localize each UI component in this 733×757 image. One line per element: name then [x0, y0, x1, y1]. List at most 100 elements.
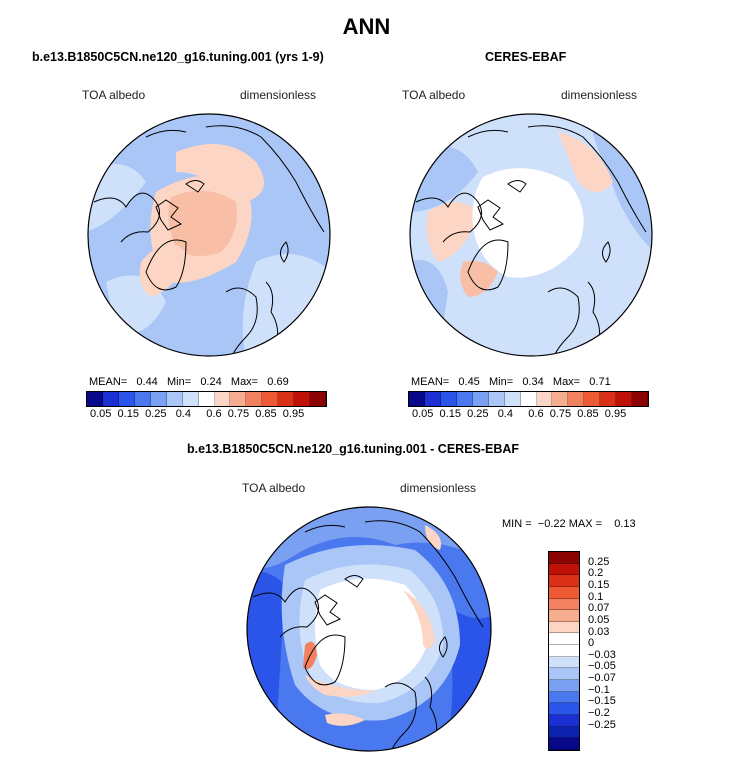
colorbar-swatch [549, 680, 579, 692]
colorbar-swatch [549, 621, 579, 634]
colorbar-swatch [409, 392, 425, 406]
max-label: MAX = [568, 518, 603, 530]
colorbar-swatch [568, 392, 585, 406]
colorbar-label: −0.05 [588, 660, 616, 673]
colorbar-swatch [549, 703, 579, 715]
tick: 0.95 [282, 408, 305, 420]
tick: 0.15 [117, 408, 139, 420]
diff-panel-title: b.e13.B1850C5CN.ne120_g16.tuning.001 - C… [187, 442, 520, 456]
mean-value: 0.44 [136, 376, 158, 388]
colorbar-swatch [87, 392, 103, 406]
model-colorbar-ticks: 0.05 0.15 0.25 0.4 0.6 0.75 0.85 0.95 [90, 408, 304, 420]
colorbar-swatch [166, 392, 183, 406]
tick: 0.25 [145, 408, 167, 420]
colorbar-swatch [549, 598, 579, 611]
min-label: Min= [488, 376, 514, 388]
tick: 0.95 [604, 408, 627, 420]
colorbar-label: 0.2 [588, 567, 604, 580]
obs-colorbar [408, 391, 649, 407]
tick: 0.05 [90, 408, 112, 420]
min-value: −0.22 [537, 518, 566, 530]
model-panel-title: b.e13.B1850C5CN.ne120_g16.tuning.001 (yr… [32, 50, 324, 64]
colorbar-label: −0.2 [588, 707, 610, 720]
diff-colorbar [548, 551, 580, 751]
tick: 0.4 [497, 408, 513, 420]
colorbar-swatch [456, 392, 473, 406]
tick: 0.75 [227, 408, 250, 420]
max-value: 0.13 [614, 518, 636, 530]
min-label: Min= [166, 376, 192, 388]
model-stats: MEAN= 0.44 Min= 0.24 Max= 0.69 [89, 376, 289, 388]
diff-polar-map [246, 506, 492, 752]
colorbar-swatch [488, 392, 505, 406]
colorbar-label: 0.15 [588, 578, 610, 591]
colorbar-swatch [536, 392, 553, 406]
max-value: 0.71 [589, 376, 611, 388]
colorbar-swatch [424, 392, 441, 406]
colorbar-swatch [150, 392, 167, 406]
tick: 0.85 [577, 408, 599, 420]
colorbar-swatch [198, 392, 215, 406]
colorbar-label: −0.1 [588, 683, 610, 696]
diff-variable-label: TOA albedo [242, 481, 306, 495]
colorbar-label: −0.03 [588, 648, 616, 661]
colorbar-swatch [549, 586, 579, 599]
diff-colorbar-labels: 0.25 0.2 0.15 0.1 0.07 0.05 0.03 0 −0.03 −0.05 −0.… [588, 551, 668, 749]
colorbar-label: −0.25 [588, 718, 616, 731]
min-value: 0.34 [522, 376, 544, 388]
main-title: ANN [342, 14, 391, 39]
colorbar-swatch [504, 392, 521, 406]
colorbar-swatch [549, 656, 579, 669]
colorbar-swatch [549, 575, 579, 587]
colorbar-swatch [440, 392, 457, 406]
tick: 0.15 [439, 408, 461, 420]
colorbar-swatch [520, 392, 537, 406]
colorbar-swatch [214, 392, 231, 406]
model-polar-map [87, 113, 331, 357]
mean-value: 0.45 [458, 376, 480, 388]
obs-variable-label: TOA albedo [402, 88, 466, 102]
colorbar-swatch [134, 392, 151, 406]
diff-units-label: dimensionless [400, 481, 477, 495]
colorbar-swatch [549, 738, 579, 750]
colorbar-swatch [549, 668, 579, 681]
colorbar-swatch [549, 610, 579, 622]
colorbar-label: 0.25 [588, 555, 610, 568]
colorbar-swatch [600, 392, 617, 406]
tick: 0.4 [175, 408, 191, 420]
tick: 0.6 [528, 408, 544, 420]
mean-label: MEAN= [411, 376, 450, 388]
colorbar-label: −0.15 [588, 695, 616, 708]
colorbar-label: 0 [588, 637, 595, 650]
max-label: Max= [230, 376, 259, 388]
tick: 0.75 [549, 408, 572, 420]
tick: 0.25 [467, 408, 489, 420]
max-value: 0.69 [267, 376, 289, 388]
colorbar-swatch [632, 392, 649, 406]
colorbar-swatch [246, 392, 263, 406]
colorbar-swatch [118, 392, 135, 406]
tick: 0.6 [206, 408, 222, 420]
min-label: MIN = [502, 518, 532, 530]
colorbar-swatch [294, 392, 311, 406]
obs-stats: MEAN= 0.45 Min= 0.34 Max= 0.71 [411, 376, 611, 388]
colorbar-swatch [549, 633, 579, 646]
colorbar-swatch [182, 392, 199, 406]
colorbar-swatch [472, 392, 489, 406]
obs-panel-title: CERES-EBAF [485, 50, 567, 64]
tick: 0.85 [255, 408, 277, 420]
diff-min-max: MIN = −0.22 MAX = 0.13 [502, 518, 636, 530]
obs-polar-map [409, 113, 653, 357]
colorbar-swatch [278, 392, 295, 406]
colorbar-label: 0.07 [588, 602, 610, 615]
colorbar-swatch [230, 392, 247, 406]
model-colorbar [86, 391, 327, 407]
tick: 0.05 [412, 408, 434, 420]
colorbar-swatch [552, 392, 569, 406]
colorbar-label: 0.05 [588, 613, 610, 626]
obs-units-label: dimensionless [561, 88, 638, 102]
colorbar-swatch [616, 392, 633, 406]
colorbar-swatch [102, 392, 119, 406]
obs-colorbar-ticks: 0.05 0.15 0.25 0.4 0.6 0.75 0.85 0.95 [412, 408, 626, 420]
min-value: 0.24 [200, 376, 222, 388]
